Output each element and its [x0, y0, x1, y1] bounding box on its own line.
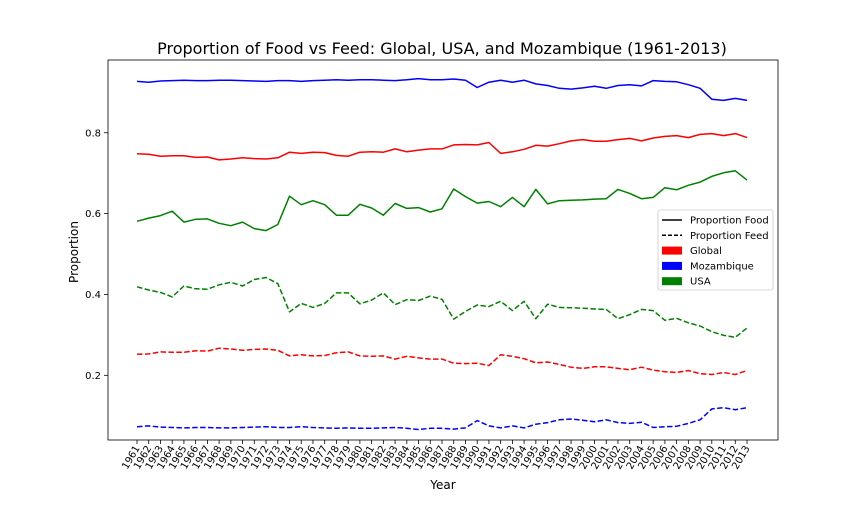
- legend-label: USA: [690, 277, 711, 288]
- legend-label: Global: [690, 246, 722, 257]
- series-line-usa-feed: [136, 276, 748, 339]
- legend: Proportion Food Proportion Feed Global Moza…: [657, 209, 774, 291]
- y-tick-label: 0.4: [85, 290, 101, 301]
- legend-item: Proportion Food: [662, 216, 769, 227]
- chart-title: Proportion of Food vs Feed: Global, USA,…: [157, 39, 727, 58]
- legend-swatch: [662, 277, 682, 286]
- series-line-usa-food: [136, 170, 748, 232]
- series-line-global-food: [136, 132, 748, 161]
- y-axis: 0.2 0.4 0.6 0.8: [85, 128, 108, 382]
- legend-label: Mozambique: [690, 261, 754, 272]
- y-tick-label: 0.6: [85, 209, 101, 220]
- legend-item: Global: [662, 246, 722, 257]
- legend-box: [657, 209, 774, 291]
- legend-item: USA: [662, 277, 711, 288]
- y-tick-label: 0.2: [85, 371, 101, 382]
- legend-label: Proportion Feed: [690, 231, 769, 242]
- legend-label: Proportion Food: [690, 216, 769, 227]
- series-line-mozambique-feed: [136, 406, 748, 431]
- legend-swatch: [662, 246, 682, 255]
- legend-item: Mozambique: [662, 261, 754, 272]
- legend-swatch: [662, 261, 682, 270]
- x-axis-label: Year: [429, 478, 455, 492]
- plot-area-frame: [107, 59, 779, 441]
- y-tick-label: 0.8: [85, 128, 101, 139]
- series-line-mozambique-food: [136, 77, 748, 102]
- x-axis: 1961196219631964196519661967196819691970…: [120, 440, 753, 472]
- series-line-global-feed: [136, 347, 748, 376]
- series-layer: [136, 77, 748, 431]
- legend-item: Proportion Feed: [662, 231, 769, 242]
- y-axis-label: Proportion: [67, 221, 81, 283]
